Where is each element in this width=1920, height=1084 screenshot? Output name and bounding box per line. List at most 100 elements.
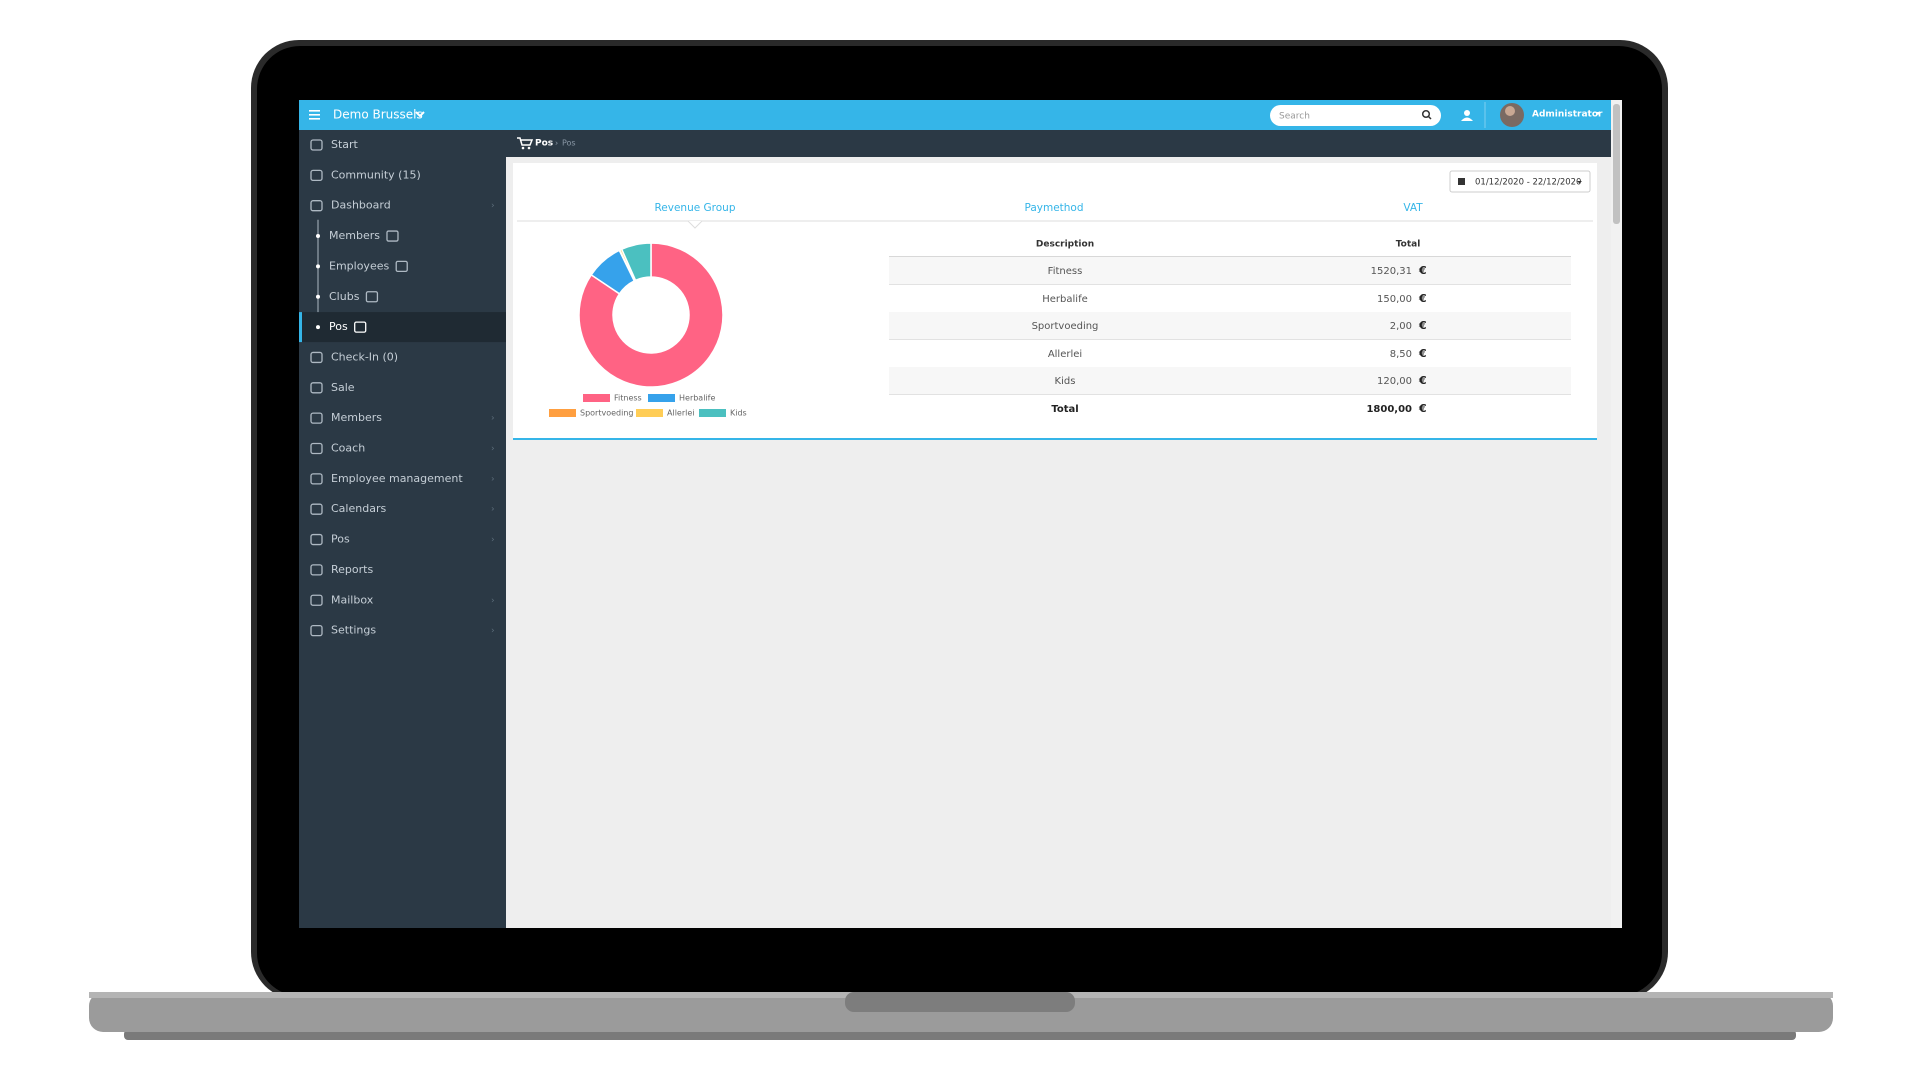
search-placeholder: Search — [1279, 112, 1310, 122]
table-currency: € — [1418, 374, 1427, 387]
menu-chevron: › — [491, 535, 495, 545]
user-caret — [1595, 112, 1601, 115]
breadcrumb-separator: › — [555, 139, 558, 148]
table-cell: Herbalife — [1042, 294, 1088, 305]
calendar-icon — [1458, 178, 1465, 185]
submenu-dot — [316, 294, 320, 299]
table-row-bg — [889, 367, 1571, 395]
table-currency: € — [1418, 319, 1427, 332]
breadcrumb-item: Pos — [562, 139, 576, 148]
breadcrumb-bar — [506, 130, 1611, 157]
table-cell: Allerlei — [1048, 349, 1082, 360]
menu-item[interactable]: Calendars — [331, 502, 386, 515]
menu-icon — [310, 351, 323, 364]
menu-item[interactable]: Check-In (0) — [331, 350, 398, 363]
search-box[interactable] — [1270, 105, 1441, 126]
legend-label[interactable]: Kids — [730, 409, 747, 418]
table-cell: 150,00 — [1377, 294, 1412, 305]
table-currency: € — [1418, 347, 1427, 360]
submenu-item[interactable]: Pos — [329, 320, 348, 333]
menu-item[interactable]: Employee management — [331, 472, 463, 485]
submenu-icon — [354, 321, 367, 333]
menu-icon — [310, 412, 323, 424]
submenu-item[interactable]: Members — [329, 229, 380, 242]
menu-item[interactable]: Settings — [331, 624, 376, 637]
table-cell: 2,00 — [1390, 321, 1412, 332]
menu-item[interactable]: Pos — [331, 533, 350, 546]
scrollbar-thumb — [1613, 104, 1620, 224]
submenu-icon — [365, 291, 379, 303]
menu-chevron: › — [491, 444, 495, 454]
legend-swatch — [648, 394, 675, 402]
breadcrumb-item[interactable]: Pos — [535, 139, 553, 149]
menu-icon[interactable] — [309, 110, 320, 120]
tab[interactable]: VAT — [1403, 202, 1423, 214]
menu-icon — [310, 594, 323, 606]
menu-icon — [310, 382, 323, 394]
active-menu-bar — [299, 312, 302, 343]
menu-icon — [310, 169, 323, 182]
search-icon-handle — [1427, 115, 1432, 120]
legend-label[interactable]: Sportvoeding — [580, 409, 633, 418]
menu-item[interactable]: Start — [331, 138, 359, 151]
tab[interactable]: Revenue Group — [654, 202, 735, 214]
table-total-currency: € — [1418, 402, 1427, 415]
menu-item[interactable]: Dashboard — [331, 199, 391, 212]
menu-chevron: › — [491, 505, 495, 515]
menu-item[interactable]: Mailbox — [331, 593, 374, 606]
menu-chevron: › — [491, 596, 495, 606]
submenu-item[interactable]: Employees — [329, 259, 389, 272]
menu-icon — [310, 473, 323, 485]
submenu-icon — [395, 260, 408, 273]
menu-chevron: › — [491, 626, 495, 636]
legend-label[interactable]: Allerlei — [667, 409, 695, 418]
card-border — [513, 438, 1597, 440]
submenu-item[interactable]: Clubs — [329, 290, 360, 303]
menu-icon — [310, 139, 323, 151]
club-caret — [415, 111, 425, 118]
menu-item[interactable]: Members — [331, 411, 382, 424]
menu-item[interactable]: Sale — [331, 381, 355, 394]
dynamic-content: Start Community (15) Dashboard › Members Empl… — [299, 138, 1571, 637]
table-currency: € — [1418, 264, 1427, 277]
menu-item[interactable]: Community (15) — [331, 168, 421, 181]
user-menu[interactable]: Administrator — [1532, 110, 1603, 120]
submenu-dot — [316, 264, 320, 269]
menu-icon — [310, 533, 323, 546]
search-icon[interactable] — [1421, 109, 1431, 119]
tab[interactable]: Paymethod — [1024, 202, 1083, 214]
menu-item[interactable]: Coach — [331, 442, 365, 455]
legend-swatch — [583, 394, 610, 402]
menu-item[interactable]: Reports — [331, 563, 373, 576]
table-currency: € — [1418, 292, 1427, 305]
menu-icon — [310, 564, 323, 576]
legend-swatch — [699, 409, 726, 417]
table-cell: Fitness — [1048, 266, 1083, 277]
menu-chevron: › — [491, 201, 495, 211]
date-range-picker[interactable] — [1449, 170, 1591, 193]
submenu-icon — [386, 230, 399, 242]
table-total-label: Total — [1051, 404, 1078, 415]
table-cell: 120,00 — [1377, 376, 1412, 387]
menu-chevron: › — [491, 414, 495, 424]
laptop-notch — [845, 992, 1075, 1012]
legend-label[interactable]: Fitness — [614, 394, 642, 403]
donut-slice[interactable] — [578, 242, 724, 388]
user-add-icon[interactable] — [1461, 110, 1473, 121]
active-menu-bg — [299, 312, 506, 343]
table-header: Description — [1036, 240, 1094, 250]
club-selector[interactable]: Demo Brussels — [333, 108, 423, 122]
donut-slice[interactable] — [620, 242, 652, 282]
menu-icon — [310, 442, 323, 455]
table-cell: 1520,31 — [1371, 266, 1412, 277]
table-row-bg — [889, 257, 1571, 285]
menu-icon — [310, 503, 323, 515]
submenu-dot — [316, 234, 320, 239]
table-cell: Kids — [1055, 376, 1076, 387]
legend-label[interactable]: Herbalife — [679, 394, 715, 403]
legend-swatch — [636, 409, 663, 417]
laptop-shadow — [124, 1030, 1796, 1040]
date-caret — [1577, 181, 1582, 184]
